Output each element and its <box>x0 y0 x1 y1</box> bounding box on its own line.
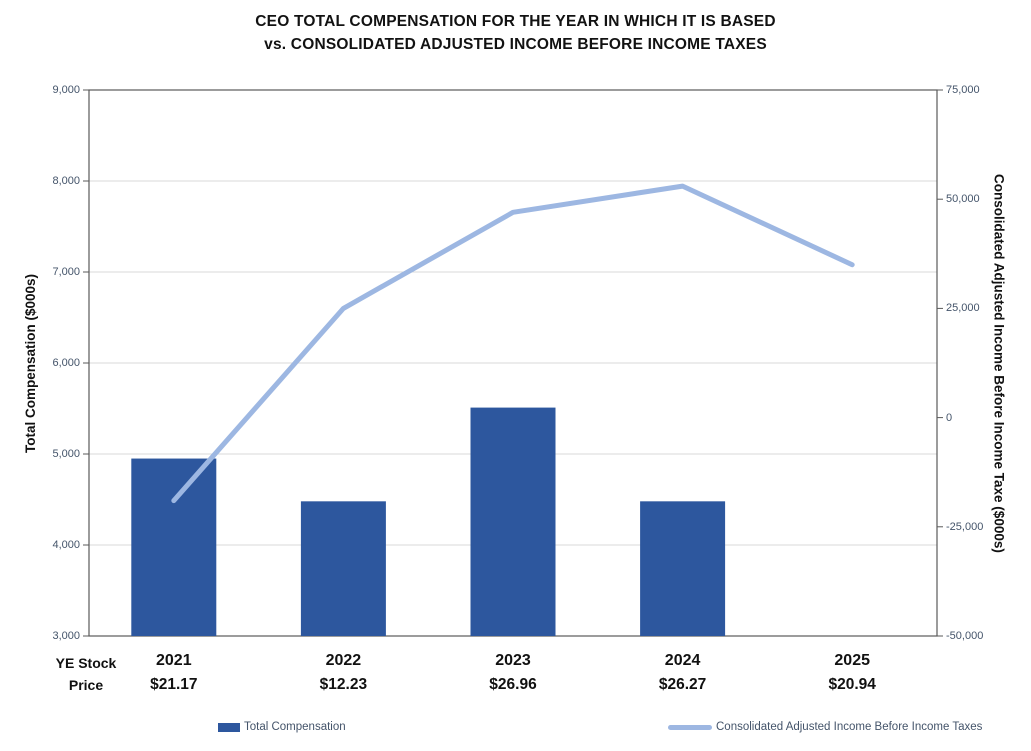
left-axis-tick-label: 3,000 <box>52 630 80 642</box>
right-axis-tick-label: -25,000 <box>946 520 984 533</box>
legend-label: Consolidated Adjusted Income Before Inco… <box>716 721 983 733</box>
left-axis-tick-label: 8,000 <box>52 175 80 187</box>
x-axis-header-line1: YE Stock <box>55 655 117 671</box>
x-label-stock-price-2023: $26.96 <box>489 676 537 693</box>
left-axis-title: Total Compensation ($000s) <box>23 273 39 453</box>
left-axis-tick-label: 5,000 <box>52 448 80 460</box>
x-label-year-2024: 2024 <box>664 652 701 669</box>
line-swatch-icon <box>668 724 712 730</box>
bar-swatch-icon <box>218 722 240 732</box>
x-label-year-2021: 2021 <box>156 652 192 669</box>
chart-title-line1: CEO TOTAL COMPENSATION FOR THE YEAR IN W… <box>255 13 776 30</box>
right-axis-tick-label: 75,000 <box>946 84 980 96</box>
x-axis-header-line2: Price <box>68 677 104 693</box>
left-axis-tick-label: 4,000 <box>52 539 80 551</box>
right-axis-title: Consolidated Adjusted Income Before Inco… <box>991 173 1007 553</box>
right-axis-tick-label: 0 <box>946 411 953 424</box>
x-label-year-2022: 2022 <box>325 652 362 669</box>
left-axis-tick-label: 7,000 <box>52 266 80 278</box>
x-label-stock-price-2024: $26.27 <box>658 676 707 693</box>
x-label-stock-price-2025: $20.94 <box>828 676 876 693</box>
x-label-year-2023: 2023 <box>495 652 531 669</box>
chart-title-line2: vs. CONSOLIDATED ADJUSTED INCOME BEFORE … <box>264 36 767 53</box>
legend-item-total-compensation: Total Compensation <box>218 719 346 735</box>
x-label-year-2025: 2025 <box>834 652 870 669</box>
legend-item-consolidated-income: Consolidated Adjusted Income Before Inco… <box>668 719 982 735</box>
right-axis-tick-label: 50,000 <box>946 193 980 206</box>
left-axis-tick-label: 6,000 <box>52 357 80 369</box>
left-axis-tick-label: 9,000 <box>52 84 80 96</box>
bar-2021 <box>131 458 217 636</box>
x-label-stock-price-2021: $21.17 <box>150 676 198 693</box>
legend-label: Total Compensation <box>244 721 346 733</box>
bar-2024 <box>640 501 726 636</box>
right-axis-tick-label: 25,000 <box>946 302 980 315</box>
x-label-stock-price-2022: $12.23 <box>319 676 368 693</box>
bar-2023 <box>470 407 556 636</box>
line-series <box>171 183 855 504</box>
right-axis-tick-label: -50,000 <box>946 630 984 642</box>
bar-2022 <box>300 501 386 636</box>
